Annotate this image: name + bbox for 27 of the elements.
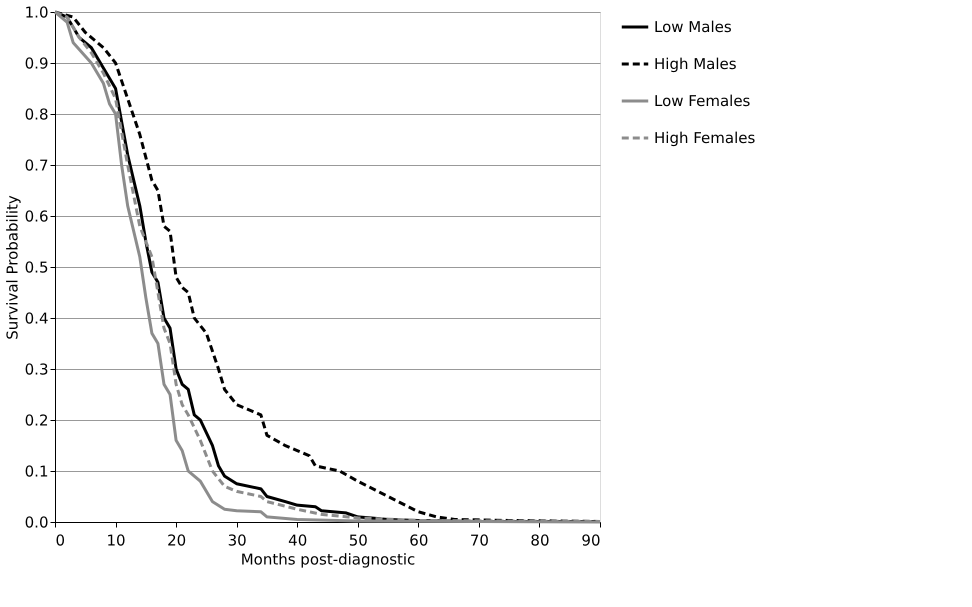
y-tick-label: 0.7 [24, 156, 48, 174]
y-tick-label: 0.4 [24, 310, 48, 328]
legend-label: Low Females [654, 92, 751, 110]
x-tick-label: 10 [106, 532, 126, 550]
y-tick-label: 0.3 [24, 360, 48, 378]
x-tick-label: 0 [56, 532, 66, 550]
x-tick-label: 90 [581, 532, 600, 550]
y-axis-title: Survival Probability [4, 195, 22, 340]
y-tick-label: 0.6 [24, 208, 48, 226]
legend-label: High Males [654, 55, 737, 73]
y-tick-label: 0.5 [24, 258, 48, 276]
x-tick-label: 30 [228, 532, 247, 550]
y-tick-label: 0.0 [24, 514, 48, 532]
x-axis-title: Months post-diagnostic [240, 550, 416, 568]
x-tick-label: 80 [530, 532, 550, 550]
legend-label: Low Males [654, 18, 732, 36]
x-tick-label: 70 [470, 532, 489, 550]
x-tick-label: 60 [409, 532, 428, 550]
y-tick-label: 0.8 [24, 106, 48, 124]
y-tick-label: 0.1 [24, 462, 48, 480]
x-tick-label: 20 [167, 532, 186, 550]
x-tick-label: 40 [288, 532, 308, 550]
y-tick-label: 0.9 [24, 54, 48, 72]
y-tick-label: 1.0 [24, 4, 48, 22]
x-tick-label: 50 [348, 532, 368, 550]
legend-label: High Females [654, 129, 756, 147]
y-tick-label: 0.2 [24, 412, 48, 430]
